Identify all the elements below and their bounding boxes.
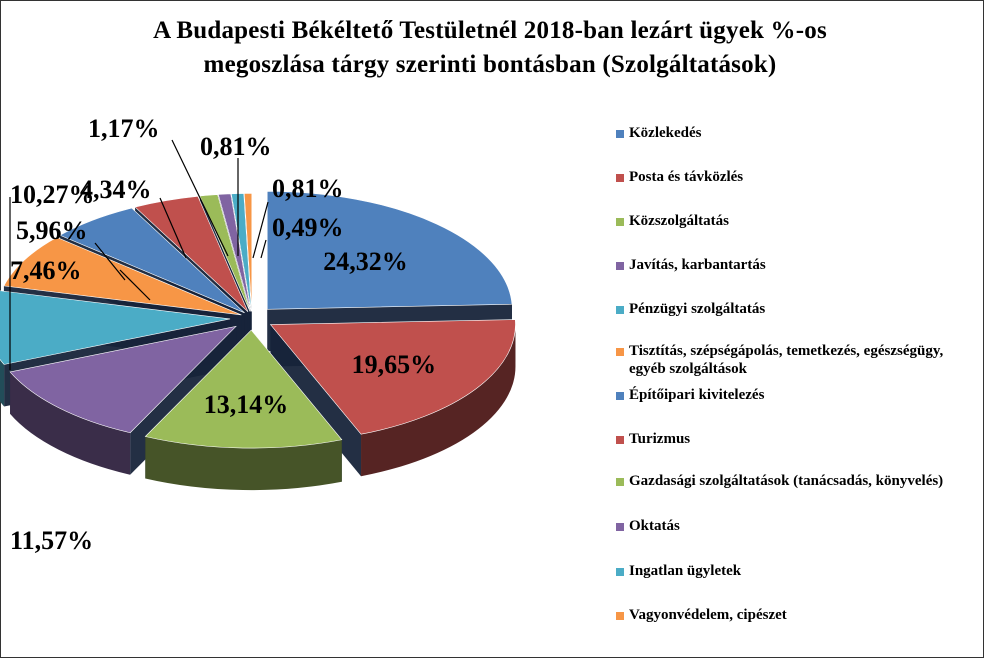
legend-swatch xyxy=(616,392,624,400)
legend-label: Javítás, karbantartás xyxy=(629,257,766,273)
legend-swatch xyxy=(616,436,624,444)
legend-swatch xyxy=(616,612,624,620)
legend-swatch xyxy=(616,568,624,576)
data-label: 5,96% xyxy=(16,216,88,245)
pie-slice-side xyxy=(0,359,5,407)
legend-swatch xyxy=(616,348,624,356)
legend-label: Oktatás xyxy=(629,518,680,534)
data-label: 0,49% xyxy=(272,213,344,242)
data-label: 0,81% xyxy=(272,174,344,203)
leader-line xyxy=(119,269,151,301)
data-label: 13,14% xyxy=(204,390,289,419)
legend-label: Közszolgáltatás xyxy=(629,213,729,229)
legend-label: Közlekedés xyxy=(629,125,702,141)
legend-swatch xyxy=(616,262,624,270)
legend-label: Posta és távközlés xyxy=(629,169,744,185)
pie-slice-side xyxy=(10,371,131,475)
legend-label: Gazdasági szolgáltatások (tanácsadás, kö… xyxy=(629,473,944,489)
legend-label: Pénzügyi szolgáltatás xyxy=(629,301,766,317)
pie-slice xyxy=(59,207,245,314)
legend-label: Építőipari kivitelezés xyxy=(629,387,765,403)
pie-slice xyxy=(266,190,513,310)
pie-slice xyxy=(134,195,249,313)
data-label: 0,81% xyxy=(200,132,272,161)
legend-swatch xyxy=(616,306,624,314)
legend-label: Vagyonvédelem, cipészet xyxy=(629,607,787,623)
chart-title: A Budapesti Békéltető Testületnél 2018-b… xyxy=(40,14,940,82)
data-label: 19,65% xyxy=(352,350,437,379)
pie-slice-side xyxy=(361,324,516,477)
data-label: 4,34% xyxy=(80,175,152,204)
leader-line xyxy=(252,201,269,259)
legend-swatch xyxy=(616,218,624,226)
leader-line xyxy=(94,242,126,281)
chart-title-line-1: A Budapesti Békéltető Testületnél 2018-b… xyxy=(153,17,827,44)
data-label: 24,32% xyxy=(323,247,408,276)
legend-label: Turizmus xyxy=(629,431,691,447)
legend-swatch xyxy=(616,478,624,486)
pie-slice xyxy=(217,193,252,312)
legend-swatch xyxy=(616,174,624,182)
data-label: 11,57% xyxy=(10,526,93,555)
legend-label: Tisztítás, szépségápolás, temetkezés, eg… xyxy=(629,343,944,377)
pie-slice-side xyxy=(145,436,342,491)
pie-slice xyxy=(269,319,516,435)
leader-line xyxy=(260,239,267,259)
legend-swatch xyxy=(616,523,624,531)
pie-slice xyxy=(243,193,253,312)
legend-swatch xyxy=(616,130,624,138)
chart-title-line-2: megoszlása tárgy szerinti bontásban (Szo… xyxy=(203,51,777,78)
data-label: 1,17% xyxy=(88,114,160,143)
pie-slice xyxy=(0,290,231,365)
pie-slice xyxy=(144,329,343,449)
leader-line xyxy=(171,139,229,257)
legend-label: Ingatlan ügyletek xyxy=(629,563,742,579)
pie-slice xyxy=(9,325,237,434)
leader-line xyxy=(159,197,187,259)
data-label: 10,27% xyxy=(10,180,95,209)
data-label: 7,46% xyxy=(10,256,82,285)
